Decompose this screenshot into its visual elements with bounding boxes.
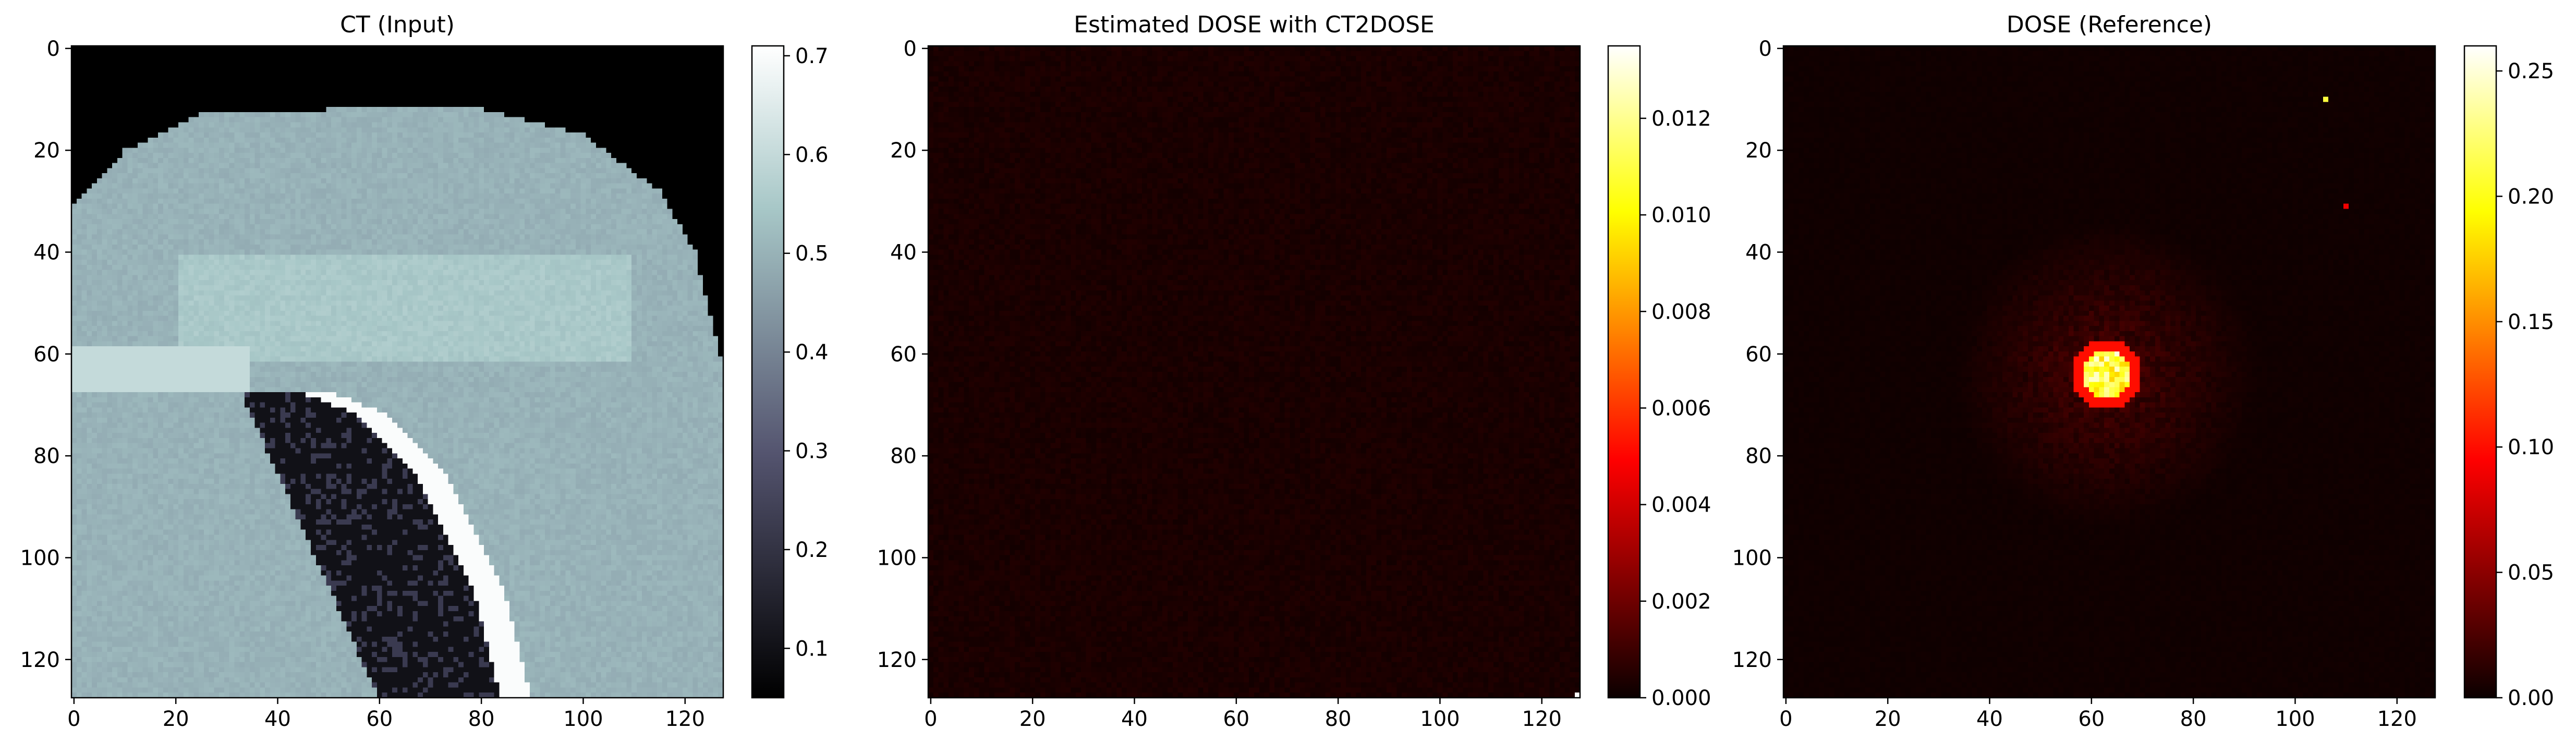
colorbar-tick-label: 0.5: [795, 242, 829, 266]
x-tick-label: 0: [67, 707, 80, 731]
colorbar-tick-label: 0.010: [1651, 203, 1711, 227]
reference-dose-heatmap-image: [1783, 46, 2435, 698]
y-tick-label: 20: [890, 139, 917, 163]
colorbar-tick-label: 0.1: [795, 637, 829, 661]
x-tick-label: 80: [468, 707, 495, 731]
colorbar-tick-label: 0.6: [795, 143, 829, 167]
colorbar-tick-label: 0.10: [2508, 435, 2554, 459]
y-tick-label: 100: [20, 546, 60, 570]
y-tick-label: 0: [47, 37, 60, 61]
colorbar-tick-label: 0.4: [795, 341, 829, 365]
colorbar-tick-label: 0.008: [1651, 300, 1711, 324]
y-tick-label: 100: [1732, 546, 1772, 570]
y-tick-label: 60: [1745, 343, 1772, 367]
x-tick-label: 80: [2180, 707, 2207, 731]
x-tick-labels: 0 20 40 60 80 100 120: [924, 698, 1562, 731]
panel-estimated-dose: Estimated DOSE with CT2DOSE 0 20 40 60 80 100…: [877, 11, 1711, 731]
colorbar-tick-label: 0.3: [795, 440, 829, 464]
x-tick-label: 40: [1976, 707, 2003, 731]
colorbar-tick-label: 0.002: [1651, 590, 1711, 614]
ct-heatmap-image: [71, 46, 723, 698]
colorbar-tick-labels: 0.00 0.05 0.10 0.15 0.20 0.25: [2496, 59, 2554, 710]
x-tick-label: 100: [2275, 707, 2315, 731]
x-tick-label: 60: [2078, 707, 2105, 731]
y-tick-label: 80: [890, 444, 917, 468]
x-tick-label: 20: [163, 707, 189, 731]
x-tick-label: 120: [2377, 707, 2417, 731]
colorbar: [751, 45, 785, 699]
x-tick-label: 20: [1875, 707, 1901, 731]
x-tick-label: 60: [366, 707, 393, 731]
y-tick-label: 20: [1745, 139, 1772, 163]
y-tick-label: 120: [1732, 648, 1772, 672]
axes-frame: [70, 45, 724, 699]
colorbar-tick-labels: 0.1 0.2 0.3 0.4 0.5 0.6 0.7: [784, 44, 829, 661]
y-tick-label: 100: [877, 546, 917, 570]
colorbar-tick-label: 0.004: [1651, 493, 1711, 517]
colorbar-tick-label: 0.2: [795, 538, 829, 562]
colorbar: [2463, 45, 2497, 699]
x-tick-label: 40: [264, 707, 291, 731]
colorbar-tick-label: 0.00: [2508, 686, 2554, 710]
x-tick-label: 20: [1019, 707, 1046, 731]
y-tick-label: 60: [890, 343, 917, 367]
x-tick-label: 60: [1223, 707, 1249, 731]
x-tick-label: 100: [1420, 707, 1460, 731]
y-tick-label: 20: [33, 139, 60, 163]
x-tick-label: 120: [1522, 707, 1562, 731]
x-tick-label: 80: [1325, 707, 1352, 731]
colorbar-tick-label: 0.20: [2508, 185, 2554, 209]
colorbar-tick-labels: 0.000 0.002 0.004 0.006 0.008 0.010 0.012: [1640, 107, 1711, 710]
x-tick-labels: 0 20 40 60 80 100 120: [67, 698, 705, 731]
y-tick-label: 40: [1745, 241, 1772, 265]
colorbar: [1607, 45, 1641, 699]
x-tick-label: 0: [1779, 707, 1792, 731]
x-tick-labels: 0 20 40 60 80 100 120: [1779, 698, 2417, 731]
y-tick-label: 40: [33, 241, 60, 265]
colorbar-tick-label: 0.25: [2508, 59, 2554, 83]
axes-frame: [927, 45, 1581, 699]
x-tick-label: 40: [1121, 707, 1148, 731]
y-tick-label: 80: [1745, 444, 1772, 468]
colorbar-tick-label: 0.012: [1651, 107, 1711, 131]
panel-title: CT (Input): [340, 11, 455, 38]
x-tick-label: 0: [924, 707, 937, 731]
panel-title: Estimated DOSE with CT2DOSE: [1074, 11, 1435, 38]
y-tick-label: 0: [904, 37, 917, 61]
colorbar-tick-label: 0.7: [795, 44, 829, 68]
panel-ct-input: CT (Input) 0 20 40 60 80 100 120 0 20 40 60 80 100 1…: [20, 11, 829, 731]
y-tick-label: 80: [33, 444, 60, 468]
y-tick-label: 120: [20, 648, 60, 672]
colorbar-tick-label: 0.15: [2508, 310, 2554, 334]
colorbar-tick-label: 0.006: [1651, 396, 1711, 420]
y-tick-labels: 0 20 40 60 80 100 120: [877, 37, 928, 672]
colorbar-tick-label: 0.05: [2508, 561, 2554, 585]
y-tick-label: 120: [877, 648, 917, 672]
y-tick-label: 0: [1759, 37, 1772, 61]
x-tick-label: 120: [665, 707, 705, 731]
y-tick-labels: 0 20 40 60 80 100 120: [20, 37, 71, 672]
estimated-dose-heatmap-image: [928, 46, 1580, 698]
x-tick-label: 100: [563, 707, 603, 731]
y-tick-labels: 0 20 40 60 80 100 120: [1732, 37, 1783, 672]
axes-frame: [1782, 45, 2436, 699]
colorbar-tick-label: 0.000: [1651, 686, 1711, 710]
y-tick-label: 40: [890, 241, 917, 265]
panel-title: DOSE (Reference): [2007, 11, 2212, 38]
y-tick-label: 60: [33, 343, 60, 367]
panel-dose-reference: DOSE (Reference) 0 20 40 60 80 100 120 0 20 40 60…: [1732, 11, 2554, 731]
